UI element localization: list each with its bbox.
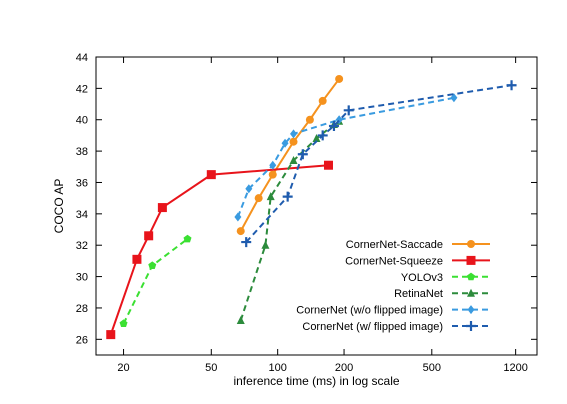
data-point	[328, 121, 339, 132]
legend-marker	[467, 288, 475, 297]
x-tick-label: 100	[268, 362, 286, 374]
data-point	[254, 194, 263, 203]
legend-label: CornerNet-Saccade	[346, 239, 443, 251]
legend-label: RetinaNet	[394, 288, 443, 300]
data-point	[132, 254, 142, 264]
data-point	[335, 74, 344, 83]
x-tick-label: 500	[423, 362, 441, 374]
y-tick-label: 40	[76, 115, 88, 127]
legend-label: YOLOv3	[401, 272, 443, 284]
plot-frame	[95, 56, 538, 356]
y-tick-label: 26	[76, 334, 88, 346]
data-point	[245, 184, 253, 194]
x-tick-label: 20	[117, 362, 129, 374]
data-point	[297, 149, 308, 160]
data-point	[312, 134, 321, 143]
series-layer	[106, 74, 517, 340]
data-point	[183, 234, 192, 243]
x-tick-label: 50	[205, 362, 217, 374]
legend-label: CornerNet-Squeeze	[345, 255, 443, 267]
data-point	[266, 192, 275, 201]
data-point	[269, 160, 277, 170]
data-point	[236, 227, 245, 236]
series-cornernet-squeeze	[106, 160, 333, 340]
series-cornernet-w-o-flipped-image	[234, 93, 458, 222]
plot-area-border	[95, 56, 538, 356]
series-cornernet-saccade	[236, 74, 344, 236]
data-point	[343, 105, 354, 116]
legend-entry: CornerNet (w/ flipped image)	[302, 321, 490, 333]
series-line	[239, 120, 340, 321]
legend-marker	[466, 321, 476, 331]
y-tick-label: 42	[76, 83, 88, 95]
data-point	[323, 160, 333, 170]
data-point	[268, 170, 277, 179]
legend: CornerNet-Saccade CornerNet-Squeeze YOLOv3…	[296, 239, 490, 333]
series-line	[109, 164, 329, 335]
y-tick-label: 32	[76, 240, 88, 252]
data-point	[317, 130, 328, 141]
legend-entry: YOLOv3	[401, 272, 490, 284]
y-tick-label: 44	[76, 52, 88, 64]
x-axis-title: inference time (ms) in log scale	[233, 374, 399, 388]
legend-marker	[467, 305, 475, 315]
y-tick-label: 36	[76, 177, 88, 189]
data-point	[506, 80, 517, 91]
legend-entry: RetinaNet	[394, 288, 490, 300]
y-tick-label: 28	[76, 303, 88, 315]
legend-entry: CornerNet (w/o flipped image)	[296, 305, 490, 317]
legend-entry: CornerNet-Squeeze	[345, 255, 490, 267]
x-tick-label: 1200	[503, 362, 527, 374]
data-point	[450, 93, 458, 103]
data-point	[282, 191, 293, 202]
data-point	[241, 237, 252, 248]
data-point	[281, 138, 289, 148]
data-point	[236, 315, 245, 324]
data-point	[106, 330, 116, 340]
data-point	[206, 170, 216, 180]
y-tick-label: 30	[76, 272, 88, 284]
x-tick-label: 200	[335, 362, 353, 374]
data-point	[289, 156, 298, 165]
legend-marker	[467, 240, 475, 248]
legend-entry: CornerNet-Saccade	[346, 239, 490, 251]
data-point	[261, 240, 270, 249]
y-tick-label: 34	[76, 209, 88, 221]
legend-label: CornerNet (w/o flipped image)	[296, 305, 443, 317]
series-line	[122, 238, 189, 325]
legend-marker	[467, 272, 475, 281]
series-line	[245, 84, 512, 243]
legend-marker	[466, 255, 476, 265]
data-point	[318, 96, 327, 105]
legend-label: CornerNet (w/ flipped image)	[302, 321, 443, 333]
data-point	[157, 203, 167, 213]
data-point	[148, 261, 157, 269]
y-axis-title: COCO AP	[52, 179, 66, 234]
series-yolov3	[119, 234, 192, 328]
axis-ticks: 20 50 100 200 500 1200 26 28 30 32 34 36 38 40 42 44	[76, 52, 537, 374]
data-point	[144, 231, 154, 241]
series-cornernet-w-flipped-image	[241, 80, 517, 248]
data-point	[119, 319, 128, 328]
data-point	[290, 129, 298, 139]
y-tick-label: 38	[76, 146, 88, 158]
data-point	[289, 137, 298, 146]
data-point	[234, 212, 242, 222]
data-point	[305, 115, 314, 124]
